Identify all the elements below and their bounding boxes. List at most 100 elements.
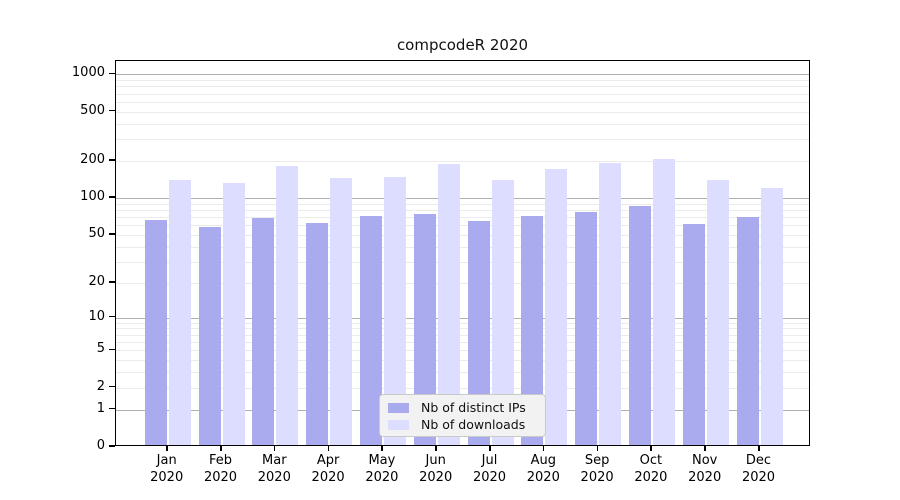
- bar-distinct-ips-jun: [413, 213, 436, 445]
- x-label-year: 2020: [311, 470, 345, 485]
- x-label-dec: Dec 2020: [727, 452, 791, 486]
- legend-swatch-distinct-ips: [388, 402, 409, 413]
- bar-downloads-sep: [599, 162, 622, 445]
- bar-downloads-jan: [168, 180, 191, 445]
- bar-downloads-may: [383, 176, 406, 445]
- bar-distinct-ips-apr: [306, 223, 329, 445]
- gridline-minor: [116, 246, 809, 248]
- x-label-year: 2020: [634, 470, 668, 485]
- y-tick-label-1: 1: [96, 400, 105, 416]
- legend: Nb of distinct IPs Nb of downloads: [379, 394, 546, 437]
- legend-label-distinct-ips: Nb of distinct IPs: [421, 400, 526, 415]
- y-tick-label-500: 500: [80, 102, 105, 118]
- gridline-minor: [116, 282, 809, 284]
- x-label-month: Sep: [584, 453, 610, 468]
- gridline-minor: [116, 139, 809, 141]
- x-label-month: Jan: [156, 453, 177, 468]
- gridline-minor: [116, 360, 809, 362]
- gridline-minor: [116, 111, 809, 113]
- gridline-minor: [116, 160, 809, 162]
- bar-distinct-ips-mar: [252, 218, 275, 445]
- y-tick-mark-0: [109, 445, 115, 447]
- x-tick-feb: [220, 446, 222, 451]
- x-label-year: 2020: [688, 470, 722, 485]
- gridline-minor: [116, 234, 809, 236]
- gridline-minor: [116, 123, 809, 125]
- x-label-may: May 2020: [350, 452, 414, 486]
- gridline-minor: [116, 101, 809, 103]
- x-label-year: 2020: [580, 470, 614, 485]
- y-tick-label-1000: 1000: [71, 65, 105, 81]
- y-tick-label-20: 20: [88, 273, 105, 289]
- y-tick-mark-1: [109, 407, 115, 410]
- x-tick-sep: [596, 446, 599, 451]
- chart-title: compcodeR 2020: [396, 36, 529, 54]
- y-tick-mark-200: [109, 159, 115, 161]
- gridline-minor: [116, 209, 809, 211]
- y-tick-label-50: 50: [88, 225, 105, 241]
- x-label-nov: Nov 2020: [673, 452, 737, 486]
- gridline-minor: [116, 225, 809, 227]
- gridline-minor: [116, 334, 809, 336]
- x-label-month: May: [368, 453, 396, 468]
- x-label-mar: Mar 2020: [242, 452, 306, 486]
- x-label-month: Jun: [425, 453, 446, 468]
- bar-downloads-dec: [760, 187, 783, 445]
- bar-downloads-feb: [222, 182, 245, 445]
- x-label-jul: Jul 2020: [458, 452, 522, 486]
- x-label-month: Feb: [208, 453, 233, 468]
- x-tick-oct: [650, 446, 652, 451]
- y-tick-label-100: 100: [80, 189, 105, 205]
- legend-label-downloads: Nb of downloads: [421, 417, 526, 432]
- gridline-minor: [116, 261, 809, 263]
- x-label-year: 2020: [472, 470, 507, 485]
- x-label-year: 2020: [257, 470, 291, 485]
- bar-downloads-aug: [545, 169, 568, 445]
- bar-downloads-jul: [491, 180, 514, 445]
- y-tick-mark-50: [109, 233, 115, 235]
- x-label-month: Dec: [745, 453, 772, 468]
- x-label-month: Nov: [692, 453, 718, 468]
- x-label-apr: Apr 2020: [296, 452, 360, 486]
- x-tick-mar: [273, 446, 276, 451]
- gridline-minor: [116, 342, 809, 344]
- y-tick-mark-10: [109, 315, 115, 318]
- gridline-minor: [116, 328, 809, 330]
- gridline-minor: [116, 80, 809, 82]
- x-tick-jan: [166, 446, 168, 451]
- y-tick-label-5: 5: [96, 341, 105, 357]
- gridline-minor: [116, 387, 809, 389]
- y-tick-label-10: 10: [88, 308, 105, 324]
- bar-downloads-mar: [276, 165, 299, 445]
- x-label-month: Apr: [316, 453, 340, 468]
- gridline-major: [116, 74, 809, 76]
- y-tick-mark-5: [109, 348, 115, 351]
- x-label-month: Aug: [530, 453, 556, 468]
- x-label-month: Oct: [639, 453, 663, 468]
- x-tick-nov: [704, 446, 706, 451]
- gridline-minor: [116, 217, 809, 219]
- gridline-minor: [116, 86, 809, 88]
- gridline-minor: [116, 93, 809, 95]
- y-tick-label-2: 2: [96, 378, 105, 394]
- x-label-year: 2020: [741, 470, 776, 485]
- gridline-minor: [116, 322, 809, 324]
- bar-downloads-nov: [706, 180, 729, 445]
- x-label-jan: Jan 2020: [135, 452, 199, 486]
- legend-item-downloads: Nb of downloads: [388, 417, 537, 432]
- bar-distinct-ips-may: [359, 215, 382, 445]
- gridline-major: [116, 317, 809, 319]
- legend-item-distinct-ips: Nb of distinct IPs: [388, 400, 537, 415]
- bar-distinct-ips-dec: [736, 216, 759, 445]
- x-label-year: 2020: [419, 470, 453, 485]
- x-tick-aug: [542, 446, 545, 451]
- x-label-month: Jul: [481, 453, 498, 468]
- y-tick-label-0: 0: [96, 438, 105, 453]
- x-tick-jun: [435, 446, 437, 451]
- x-label-year: 2020: [203, 470, 238, 485]
- bar-distinct-ips-sep: [575, 212, 598, 445]
- x-label-year: 2020: [526, 470, 560, 485]
- y-tick-mark-500: [109, 109, 115, 112]
- gridline-minor: [116, 203, 809, 205]
- bar-distinct-ips-aug: [521, 215, 544, 445]
